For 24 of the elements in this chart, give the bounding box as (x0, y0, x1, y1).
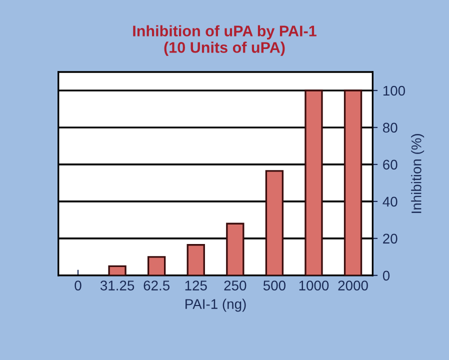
bar (148, 256, 166, 276)
x-tick-label: 125 (185, 280, 207, 290)
bar (108, 265, 126, 276)
y-tick-label: 100 (383, 86, 406, 96)
bar (226, 222, 244, 276)
chart-title: Inhibition of uPA by PAI-1 (10 Units of uPA) (133, 25, 316, 56)
y-tick-label: 40 (382, 196, 398, 207)
x-tick-label: 31.25 (100, 280, 134, 290)
x-tick-label: 62.5 (144, 280, 170, 290)
bar (265, 170, 284, 276)
bar (344, 90, 362, 276)
y-axis-title: Inhibition (%) (411, 134, 424, 213)
y-tick-label: 0 (382, 270, 390, 281)
x-tick-label: 0 (74, 280, 82, 290)
x-axis-title: PAI-1 (ng) (186, 298, 246, 312)
y-tick-label: 20 (383, 234, 398, 244)
x-tick-label: 2000 (338, 280, 368, 290)
x-tick-label: 250 (224, 280, 246, 290)
bar (186, 244, 205, 276)
x-tick-label: 1000 (299, 280, 329, 290)
x-tick-label: 500 (263, 280, 286, 290)
bar (304, 90, 323, 276)
y-tick-label: 80 (382, 122, 398, 133)
y-tick-label: 60 (383, 160, 398, 170)
